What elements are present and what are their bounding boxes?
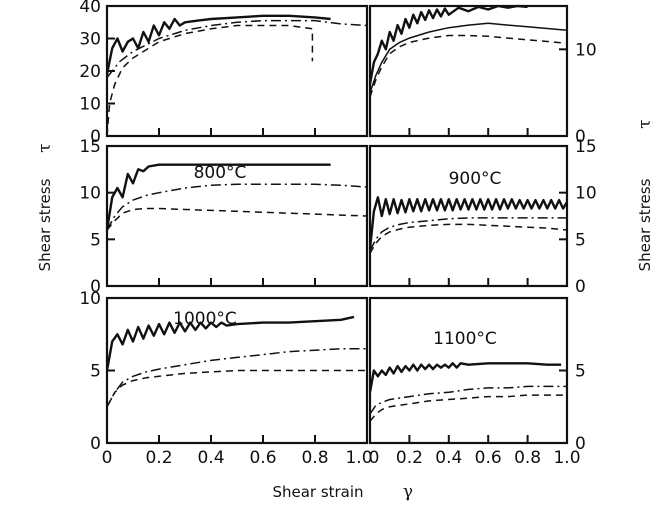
panel-frame [368,4,569,138]
x-tick-label: 0.6 [475,448,502,468]
series-solid-thin-line [369,22,568,93]
y-tick-label: 5 [90,230,101,250]
series-dashed-line [106,207,368,231]
y-axis-title-left: Shear stress [36,178,54,271]
series-dashed-line [106,369,367,408]
x-axis-symbol: γ [403,482,413,502]
x-tick-label: 0.4 [435,448,462,468]
y-tick-label: 10 [79,184,101,204]
panel-1: 0 10 20 30 40 [79,0,369,147]
panel-temperature-label: 1100°C [433,329,497,349]
series-solid-line [368,4,528,85]
series-dashdot-line [369,217,567,251]
series-solid-line [105,163,331,231]
x-tick-label: 0.8 [514,448,541,468]
panel-6: 0 5 0 0.2 0.4 0.6 0.8 1.0 1100°C [368,296,586,468]
series-dashdot-line [106,348,367,408]
x-axis-title: Shear strain [272,483,363,501]
x-tick-label: 0.2 [145,448,172,468]
series-dashed-line [369,394,567,422]
series-solid-line [368,196,569,249]
y-tick-label: 15 [79,137,101,157]
y-axis-symbol-left: τ [35,143,55,152]
x-tick-label: 0.6 [249,448,276,468]
x-tick-label: 0.2 [396,448,423,468]
panel-3: 0 5 10 15 800°C [79,137,369,297]
x-tick-label: 1.0 [553,448,580,468]
panel-4: 0 5 10 15 900°C [368,137,597,297]
y-axis-symbol-right: τ [635,119,655,128]
y-tick-label: 30 [79,30,101,50]
panel-temperature-label: 900°C [449,169,502,189]
x-tick-label: 0 [369,448,380,468]
y-tick-label: 0 [575,277,586,297]
panel-frame [368,144,569,288]
y-tick-label: 0 [90,277,101,297]
y-tick-label: 15 [575,137,597,157]
y-tick-label: 0 [575,434,586,454]
y-tick-label: 5 [90,362,101,382]
series-dashdot-line [106,19,368,78]
y-tick-label: 40 [79,0,101,17]
series-solid-line [105,315,355,371]
y-tick-label: 0 [90,127,101,147]
y-tick-label: 5 [575,362,586,382]
series-dashed-line [369,34,568,98]
series-solid-line [105,14,331,75]
series-dashdot-line [369,385,567,415]
y-tick-label: 0 [575,127,586,147]
x-tick-label: 0.8 [301,448,328,468]
x-tick-label: 0 [102,448,113,468]
y-tick-label: 10 [79,95,101,115]
y-tick-label: 10 [575,184,597,204]
y-tick-label: 0 [90,434,101,454]
y-axis-title-right: Shear stress [636,178,654,271]
series-dashed-line [106,24,314,137]
panel-2: 0 10 [368,4,597,147]
x-tick-label: 0.4 [197,448,224,468]
series-dashdot-line [106,183,368,231]
y-tick-label: 5 [575,230,586,250]
y-tick-label: 20 [79,62,101,82]
series-solid-line [368,362,562,393]
y-tick-label: 10 [79,289,101,309]
x-tick-label: 1.0 [345,448,372,468]
y-tick-label: 10 [575,40,597,60]
panel-temperature-label: 800°C [194,163,247,183]
series-dashed-line [369,223,568,254]
